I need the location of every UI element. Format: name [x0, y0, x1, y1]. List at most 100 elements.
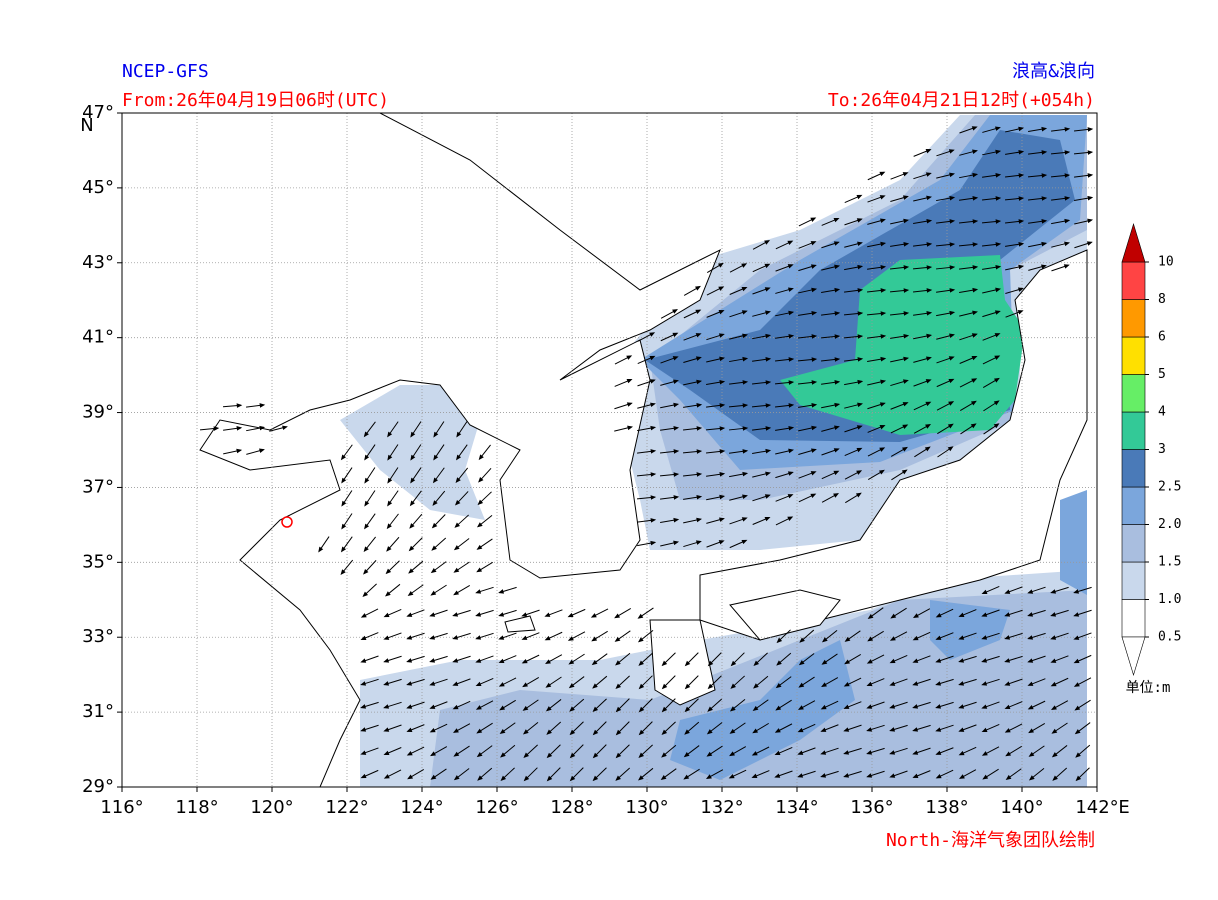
arrow-head [982, 774, 989, 780]
arrow-head [498, 635, 505, 640]
lon-tick-label: 136° [850, 797, 893, 818]
arrow-head [410, 454, 416, 461]
arrow-head [844, 659, 851, 665]
arrow-head [1073, 612, 1080, 617]
arrow-head [684, 729, 690, 735]
arrow-head [638, 660, 644, 666]
unit-label: 单位:m [1126, 680, 1171, 696]
arrow-head [867, 613, 874, 620]
arrow-head [764, 263, 771, 269]
arrow-head [857, 334, 864, 339]
arrow-head [981, 589, 988, 595]
arrow-head [742, 449, 749, 454]
arrow-head [1027, 589, 1034, 594]
arrow-head [387, 500, 393, 507]
arrow-head [452, 728, 459, 733]
arrow-head [718, 333, 725, 338]
arrow-head [1050, 635, 1057, 640]
arrow-head [684, 660, 691, 667]
arrow-head [890, 613, 897, 619]
arrow-head [935, 635, 942, 640]
arrow-head [889, 727, 896, 732]
colorbar-segment [1121, 524, 1146, 563]
arrow-head [993, 400, 1000, 406]
arrow-head [833, 470, 840, 476]
arrow-head [1004, 681, 1011, 686]
arrow-head [452, 704, 459, 710]
colorbar-label: 1.0 [1158, 592, 1181, 607]
colorbar-segment [1121, 486, 1146, 525]
arrow-head [912, 727, 919, 732]
arrow-head [879, 402, 886, 407]
arrow-head [1005, 774, 1012, 781]
arrow-head [475, 705, 482, 710]
arrow-head [857, 241, 863, 247]
arrow-head [649, 379, 656, 384]
lon-tick-label: 130° [625, 797, 668, 818]
shade-12 [1060, 490, 1087, 595]
arrow-head [925, 379, 932, 384]
arrow-head [765, 471, 771, 477]
arrow-head [545, 682, 552, 688]
arrow-head [696, 517, 703, 523]
arrow-head [857, 288, 864, 293]
arrow-head [810, 448, 817, 453]
colorbar-label: 0.5 [1158, 630, 1181, 645]
arrow-head [995, 173, 1002, 178]
arrow-head [949, 219, 956, 224]
arrow-head [453, 775, 460, 781]
arrow-head [1041, 196, 1048, 201]
arrow-head [387, 454, 393, 461]
colorbar-segment [1121, 261, 1146, 300]
arrow-head [1051, 705, 1057, 710]
arrow-head [742, 403, 749, 408]
arrow-head [318, 546, 324, 553]
arrow-head [430, 568, 437, 574]
arrow-head [903, 356, 910, 362]
arrow-head [407, 590, 414, 597]
arrow-head [730, 683, 736, 689]
arrow-head [949, 333, 955, 339]
arrow-head [383, 681, 390, 686]
arrow-head [972, 196, 979, 201]
arrow-head [259, 448, 265, 453]
arrow-head [935, 727, 942, 732]
arrow-head [719, 472, 726, 477]
lat-tick-label: 35° [82, 551, 114, 572]
arrow-head [1027, 612, 1034, 617]
arrow-head [499, 705, 506, 711]
arrow-head [1064, 218, 1071, 224]
arrow-head [729, 706, 736, 712]
arrow-head [810, 241, 817, 246]
arrow-head [901, 469, 908, 475]
lon-tick-label: 140° [1000, 797, 1043, 818]
arrow-head [764, 517, 771, 522]
arrow-head [383, 612, 390, 618]
arrow-head [592, 706, 599, 713]
arrow-head [523, 752, 530, 758]
arrow-head [1004, 728, 1011, 733]
shade-10 [670, 640, 855, 780]
arrow-head [857, 311, 864, 316]
arrow-head [947, 446, 954, 452]
arrow-head [856, 218, 863, 223]
arrow-head [856, 194, 863, 200]
arrow-head [661, 660, 668, 667]
arrow-head [1018, 173, 1025, 178]
arrow-head [935, 750, 942, 755]
arrow-head [972, 310, 978, 316]
colorbar-label: 3 [1158, 442, 1166, 457]
arrow-head [236, 448, 243, 454]
lon-tick-label: 138° [925, 797, 968, 818]
arrow-head [866, 681, 873, 686]
arrow-head [972, 149, 978, 155]
arrow-head [981, 704, 988, 709]
arrow-head [1052, 775, 1058, 781]
arrow-head [903, 288, 910, 293]
arrow-head [935, 612, 942, 618]
arrow-head [544, 612, 551, 617]
arrow-head [972, 172, 979, 178]
lon-suffix: E [1118, 797, 1129, 818]
arrow-head [672, 309, 679, 314]
arrow-head [673, 402, 680, 408]
